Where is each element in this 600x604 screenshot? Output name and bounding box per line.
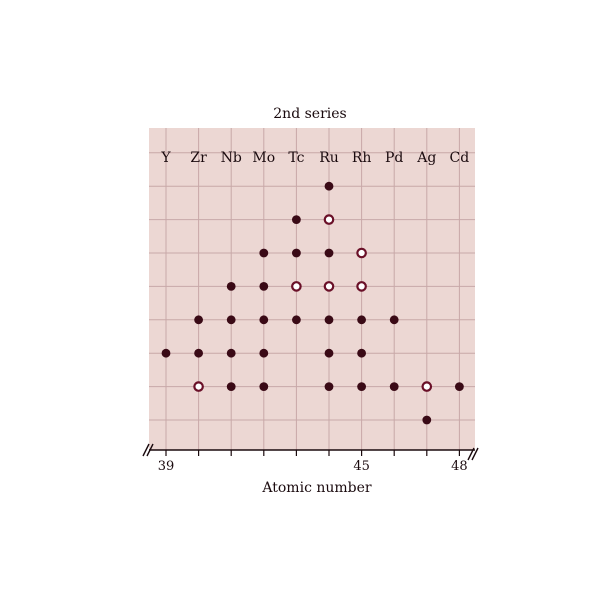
element-label: Rh: [352, 150, 372, 166]
data-point-filled: [259, 348, 269, 358]
data-point-open: [291, 281, 302, 292]
element-label: Tc: [288, 150, 304, 166]
data-point-filled: [161, 348, 171, 358]
data-point-filled: [422, 415, 432, 425]
data-point-open: [356, 281, 367, 292]
element-label: Ru: [319, 150, 339, 166]
element-label: Nb: [221, 150, 242, 166]
x-tick-label: 48: [451, 459, 468, 474]
data-point-filled: [194, 348, 204, 358]
x-axis: [142, 443, 479, 461]
data-point-filled: [324, 248, 334, 258]
data-point-open: [356, 247, 367, 259]
data-point-filled: [292, 248, 301, 258]
data-point-filled: [259, 282, 269, 291]
x-axis-label: Atomic number: [261, 480, 372, 496]
x-tick-label: 39: [158, 459, 175, 474]
data-point-filled: [324, 382, 334, 391]
chart-title: 2nd series: [273, 106, 346, 122]
axis-break-left-icon: [142, 443, 154, 457]
data-point-filled: [455, 382, 464, 391]
data-point-filled: [357, 315, 366, 325]
element-labels: Y Zr Nb Mo Tc Ru Rh Pd Ag Cd: [160, 150, 469, 166]
data-point-filled: [226, 348, 236, 358]
element-label: Cd: [450, 150, 470, 166]
data-point-open: [323, 281, 335, 292]
data-point-filled: [357, 348, 366, 358]
element-label: Y: [160, 150, 171, 166]
data-point-filled: [292, 315, 301, 325]
element-label: Zr: [190, 150, 207, 166]
data-point-open: [193, 381, 204, 392]
element-label: Mo: [252, 150, 275, 166]
data-point-filled: [259, 382, 269, 391]
data-point-open: [323, 214, 335, 225]
data-point-open: [421, 381, 433, 392]
data-point-filled: [259, 315, 269, 325]
data-point-filled: [389, 382, 399, 391]
x-ticks: 39 45 48: [158, 450, 468, 474]
data-point-filled: [324, 181, 334, 191]
axis-break-right-icon: [467, 447, 479, 461]
data-point-filled: [194, 315, 204, 325]
x-tick-label: 45: [353, 459, 370, 474]
data-point-filled: [259, 248, 269, 258]
data-points: [161, 181, 464, 425]
data-point-filled: [389, 315, 399, 325]
element-label: Ag: [416, 150, 436, 166]
plot-background: [149, 128, 475, 450]
data-point-filled: [226, 382, 236, 391]
data-point-filled: [292, 215, 301, 225]
data-point-filled: [226, 315, 236, 325]
data-point-filled: [324, 315, 334, 325]
data-point-filled: [357, 382, 366, 391]
data-point-filled: [226, 282, 236, 291]
element-label: Pd: [385, 150, 403, 166]
data-point-filled: [324, 348, 334, 358]
